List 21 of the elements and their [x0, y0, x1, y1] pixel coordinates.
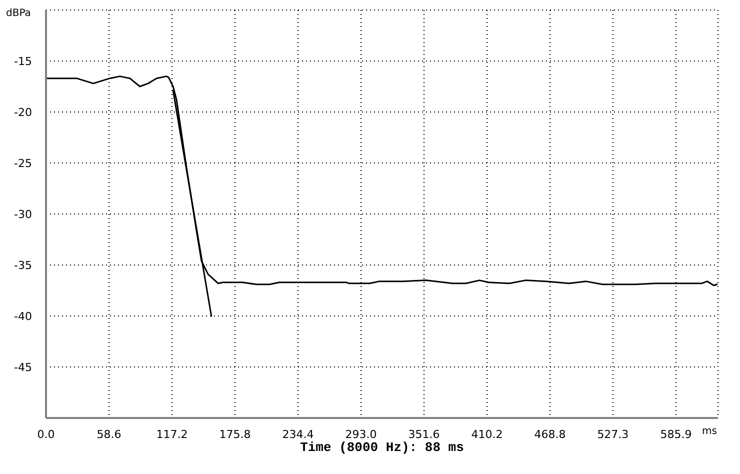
y-tick-label: -40: [14, 310, 32, 323]
x-tick-label: 175.8: [219, 428, 251, 441]
y-tick-label: -15: [14, 54, 32, 68]
x-tick-label: 527.3: [597, 428, 629, 441]
x-tick-label: 585.9: [660, 428, 692, 441]
x-tick-label: 468.8: [534, 428, 566, 441]
x-tick-label: 117.2: [156, 428, 188, 441]
x-tick-label: 410.2: [471, 428, 503, 441]
y-tick-label: -35: [14, 258, 32, 272]
x-tick-label: 0.0: [37, 428, 55, 441]
y-tick-label: -30: [14, 208, 32, 221]
y-tick-label: -25: [14, 156, 32, 170]
x-axis-title: Time (8000 Hz): 88 ms: [299, 440, 465, 456]
x-tick-label: 58.6: [96, 428, 122, 441]
text: ms: [702, 426, 717, 438]
x-tick-label: 234.4: [282, 428, 314, 441]
y-tick-label: -20: [14, 106, 32, 119]
y-tick-label: -45: [14, 360, 32, 374]
y-axis-title: dBPa: [6, 8, 31, 20]
x-tick-label: 293.0: [345, 428, 377, 441]
x-tick-label: 351.6: [408, 428, 440, 441]
